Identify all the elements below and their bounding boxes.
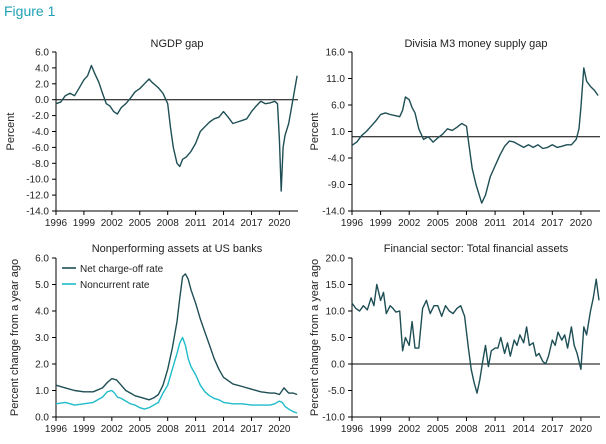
x-tick-label: 2017 [240,424,263,435]
x-tick-label: 2020 [570,424,593,435]
y-tick-label: -4.0 [328,154,346,165]
x-tick-label: 2020 [570,218,593,229]
y-tick-label: 10.0 [326,307,346,318]
y-tick-label: 1.0 [35,386,49,397]
x-tick-label: 2014 [212,218,235,229]
x-tick-label: 2014 [513,424,536,435]
chart-panel-2: Divisia M3 money supply gap Percent 16.0 11… [309,38,600,229]
legend-entry: Net charge-off rate [80,264,164,275]
x-tick-label: 2014 [513,218,536,229]
x-tick-label: 2014 [212,424,235,435]
x-tick-label: 2002 [398,424,421,435]
chart-title: Financial sector: Total financial assets [384,243,569,255]
y-tick-label: -2.0 [32,111,50,122]
y-tick-label: 2.0 [35,79,49,90]
x-tick-label: 1999 [369,424,392,435]
x-tick-label: 2017 [541,218,564,229]
x-tick-label: 2011 [484,218,506,229]
y-axis-label: Percent change from a year ago [9,259,21,416]
x-tick-label: 2008 [455,424,478,435]
x-tick-label: 2008 [455,218,478,229]
y-tick-label: 3.0 [35,333,49,344]
x-tick-label: 1996 [341,424,364,435]
y-tick-label: 0.0 [35,413,49,424]
series-line-1 [351,67,599,204]
y-tick-label: -9.0 [328,180,346,191]
y-tick-label: -8.0 [32,159,50,170]
x-tick-label: 2005 [427,424,450,435]
y-tick-label: -12.0 [26,191,49,202]
y-tick-label: 4.0 [35,307,49,318]
y-tick-label: 15.0 [326,280,346,291]
legend-entry: Noncurrent rate [80,280,150,291]
series-line-1 [55,273,298,401]
y-tick-label: -14.0 [322,207,345,218]
y-tick-label: 20.0 [326,254,346,265]
x-tick-label: 2017 [541,424,564,435]
y-tick-label: 0.0 [35,95,49,106]
x-tick-label: 2011 [484,424,506,435]
chart-panel-3: Nonperforming assets at US banks Percent … [9,243,298,435]
y-tick-label: 4.0 [35,63,49,74]
x-tick-label: 2008 [157,424,180,435]
x-tick-label: 2002 [101,218,124,229]
chart-title: Nonperforming assets at US banks [92,243,263,255]
series-line-1 [55,64,298,192]
x-tick-label: 2020 [268,218,291,229]
y-tick-label: 6.0 [35,48,49,59]
y-tick-label: -14.0 [26,207,49,218]
x-tick-label: 2008 [157,218,180,229]
x-tick-label: 1996 [45,218,68,229]
y-tick-label: -10.0 [26,175,49,186]
x-tick-label: 2011 [185,424,207,435]
x-tick-label: 2020 [268,424,291,435]
y-tick-label: 11.0 [326,74,345,85]
y-tick-label: 1.0 [331,127,345,138]
y-tick-label: -10.0 [322,413,345,424]
y-axis-label: Percent [5,113,17,151]
chart-title: Divisia M3 money supply gap [404,38,547,50]
y-tick-label: 2.0 [35,360,49,371]
y-tick-label: 6.0 [331,101,345,112]
x-tick-label: 2005 [427,218,450,229]
y-tick-label: 5.0 [35,280,49,291]
x-tick-label: 2002 [398,218,421,229]
figure-label: Figure 1 [4,3,56,19]
x-tick-label: 2005 [129,218,152,229]
y-tick-label: 0.0 [331,360,345,371]
y-tick-label: 5.0 [331,333,345,344]
y-tick-label: -5.0 [328,386,346,397]
y-axis-label: Percent [309,113,321,151]
y-tick-label: 6.0 [35,254,49,265]
x-tick-label: 2011 [185,218,207,229]
chart-title: NGDP gap [151,38,204,50]
series-line-1 [351,278,600,394]
x-tick-label: 1999 [73,218,96,229]
y-axis-label: Percent change from a year ago [309,259,321,416]
series-line-2 [55,336,298,414]
x-tick-label: 2005 [129,424,152,435]
y-tick-label: -6.0 [32,143,50,154]
x-tick-label: 1996 [45,424,68,435]
y-tick-label: 16.0 [326,48,346,59]
x-tick-label: 2002 [101,424,124,435]
chart-panel-4: Financial sector: Total financial assets… [309,243,600,435]
y-tick-label: -4.0 [32,127,50,138]
x-tick-label: 1999 [73,424,96,435]
chart-panel-1: NGDP gap Percent 6.0 4.0 2.0 0.0 -2.0 -4.0 -6.0 -… [5,38,298,229]
x-tick-label: 2017 [240,218,263,229]
x-tick-label: 1999 [369,218,392,229]
x-tick-label: 1996 [341,218,364,229]
